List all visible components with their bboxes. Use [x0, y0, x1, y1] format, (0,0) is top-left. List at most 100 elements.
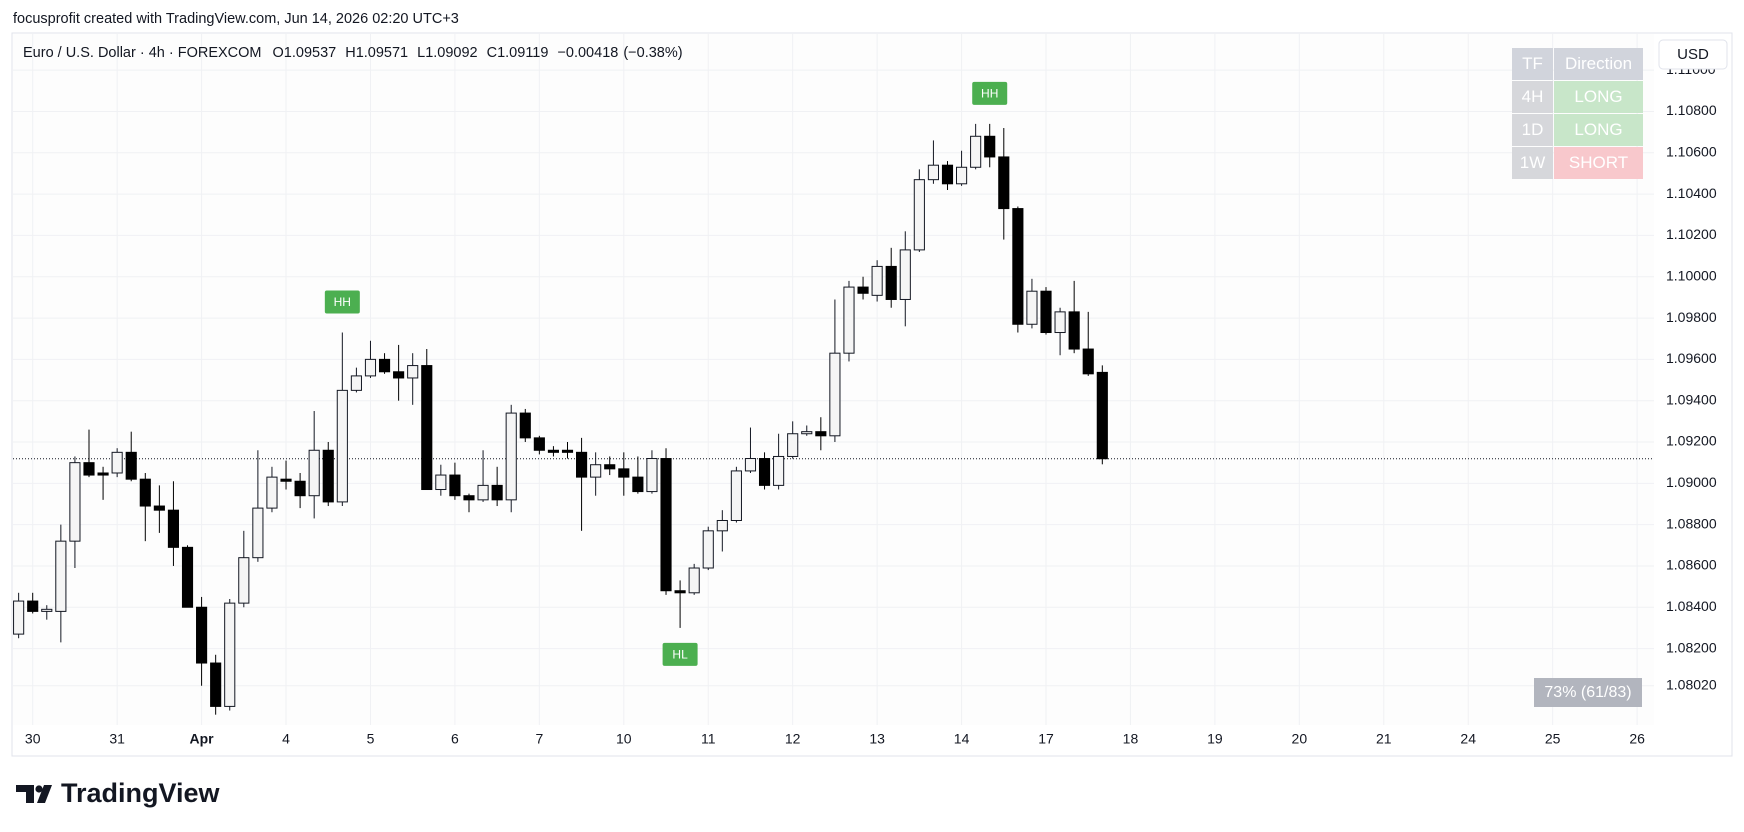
table-tf-cell: [1512, 81, 1553, 113]
candle-body: [1040, 290, 1052, 334]
candle-body: [238, 557, 250, 604]
candle-body: [829, 352, 841, 437]
symbol-title: Euro / U.S. Dollar · 4h · FOREXCOM: [23, 45, 262, 61]
ohlc-value: 1.09571: [356, 45, 408, 61]
stats-badge: [1534, 678, 1642, 707]
ohlc-value: 1.09119: [497, 45, 548, 61]
x-tick-label: 13: [869, 731, 885, 747]
candle-body: [857, 286, 869, 294]
table-tf: 1D: [1522, 120, 1544, 139]
symbol-legend: Euro / U.S. Dollar · 4h · FOREXCOM O1.095…: [23, 45, 683, 61]
candle-body: [773, 455, 785, 486]
candle-body: [561, 449, 574, 453]
candle-body: [393, 371, 405, 379]
overlay: 1.08020 1.08200 1.08400 1.08600 1.08800 1.090…: [23, 45, 1717, 747]
candle-body: [407, 365, 419, 379]
candle-body: [364, 358, 377, 377]
y-tick-label: 1.08200: [1666, 639, 1717, 655]
candle-body: [224, 602, 236, 707]
x-tick-label: Apr: [190, 731, 215, 747]
candle-body: [294, 480, 306, 497]
candle-body: [899, 249, 911, 300]
table-tf: 4H: [1522, 87, 1544, 106]
candle-body: [125, 451, 137, 480]
y-tick-label: 1.09000: [1666, 474, 1717, 490]
y-tick-label: 1.10600: [1666, 144, 1717, 160]
candle-body: [421, 365, 433, 491]
candle-body: [336, 389, 348, 503]
x-tick-label: 20: [1292, 731, 1308, 747]
x-tick-label: 11: [701, 731, 716, 747]
table-direction: LONG: [1574, 87, 1622, 106]
annotation-label: HL: [672, 648, 688, 662]
table-direction: LONG: [1574, 120, 1622, 139]
candle-body: [519, 412, 531, 439]
candle-body: [1026, 290, 1038, 325]
candle-body: [815, 431, 827, 437]
candle-body: [97, 472, 109, 476]
candles: [13, 123, 1108, 715]
ohlc-key: L: [417, 45, 425, 61]
candle-body: [956, 166, 968, 185]
ohlc-value: 1.09092: [425, 45, 477, 61]
candle-body: [491, 484, 503, 501]
candle-body: [1054, 311, 1066, 334]
y-tick-label: 1.10400: [1666, 185, 1717, 201]
brand-name: TradingView: [61, 778, 221, 808]
candle-body: [350, 375, 362, 391]
candle-body: [646, 458, 658, 493]
change-percent: (−0.38%): [623, 45, 682, 61]
y-tick-label: 1.08800: [1666, 515, 1717, 531]
candle-body: [1068, 311, 1080, 350]
x-tick-label: 21: [1376, 731, 1392, 747]
candle-body: [941, 164, 954, 185]
ohlc-value: 1.09537: [284, 45, 336, 61]
currency-label[interactable]: USD: [1677, 46, 1709, 63]
candle-body: [984, 135, 996, 158]
candle-body: [998, 156, 1010, 210]
annotation-box: [972, 81, 1008, 105]
candle-body: [1012, 208, 1024, 325]
candle-body: [139, 478, 151, 507]
logo-v: [37, 785, 52, 803]
candle-body: [576, 451, 588, 478]
candle-body: [322, 449, 334, 503]
candle-body: [69, 462, 81, 542]
x-tick-label: 24: [1460, 731, 1476, 747]
candle-body: [477, 484, 489, 501]
candle-body: [843, 286, 855, 354]
y-tick-label: 1.08020: [1666, 676, 1717, 692]
x-tick-label: 7: [535, 731, 543, 747]
candle-body: [435, 474, 447, 491]
x-tick-label: 31: [109, 731, 125, 747]
candle-body: [871, 265, 883, 296]
annotation-box: [324, 290, 360, 314]
x-tick-label: 17: [1038, 731, 1054, 747]
change-value: −0.00418: [557, 45, 618, 61]
watermark: focusprofit created with TradingView.com…: [13, 11, 459, 27]
candle-body: [153, 505, 165, 511]
y-tick-label: 1.08400: [1666, 598, 1717, 614]
annotation-box: [662, 642, 698, 666]
candle-body: [111, 451, 123, 474]
table-tf: 1W: [1520, 153, 1546, 172]
y-tick-label: 1.10000: [1666, 267, 1717, 283]
logo-dot: [35, 785, 43, 793]
candle-body: [688, 567, 700, 594]
x-tick-label: 30: [25, 731, 41, 747]
candle-body: [13, 600, 25, 635]
currency-button[interactable]: [1658, 39, 1728, 70]
logo-t: [16, 785, 34, 803]
candle-body: [308, 449, 320, 497]
candle-body: [1096, 371, 1108, 460]
candle-body: [801, 431, 813, 435]
candle-body: [449, 474, 461, 497]
candle-body: [280, 478, 292, 482]
table-header: TF: [1522, 54, 1543, 73]
candle-body: [674, 590, 686, 594]
y-tick-label: 1.09800: [1666, 309, 1717, 325]
candle-body: [758, 458, 771, 486]
table-direction-cell: [1554, 114, 1643, 146]
candle-body: [41, 608, 53, 612]
